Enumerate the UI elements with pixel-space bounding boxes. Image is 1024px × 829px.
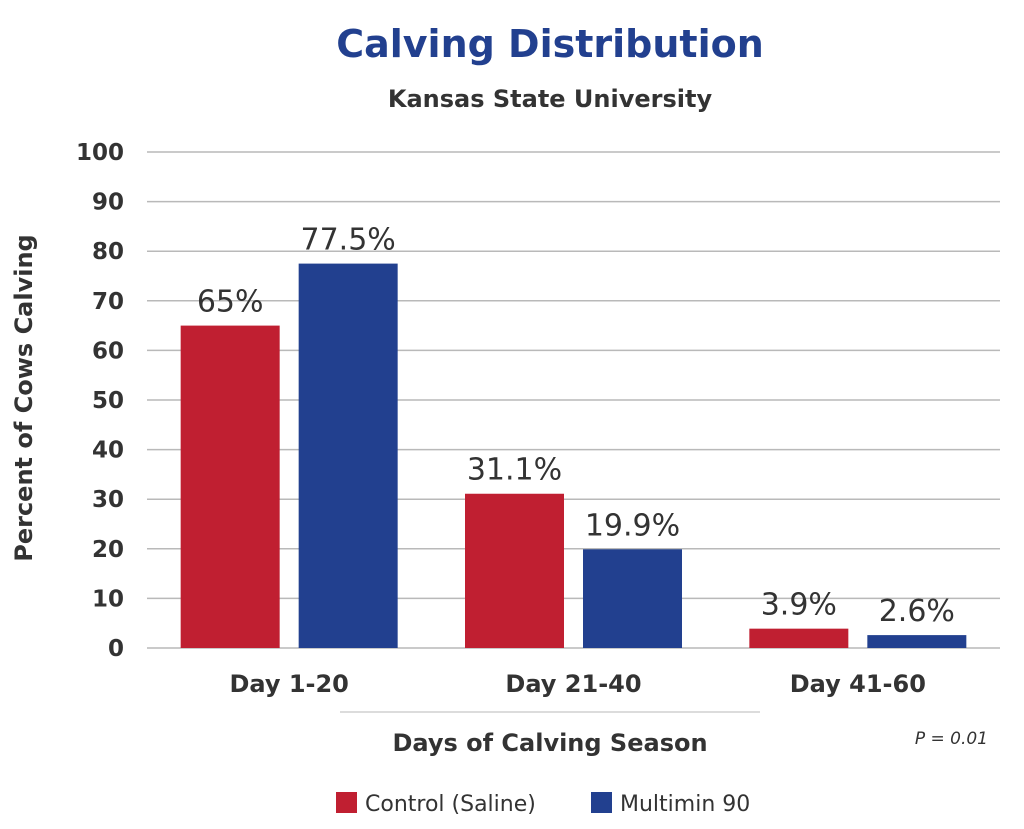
data-label: 2.6%	[879, 594, 955, 629]
y-tick-label: 80	[92, 239, 124, 265]
x-axis-label: Days of Calving Season	[392, 729, 707, 757]
y-tick-label: 50	[92, 388, 124, 414]
bars	[180, 263, 967, 648]
data-label: 31.1%	[467, 453, 562, 488]
y-tick-label: 90	[92, 190, 124, 216]
y-tick-label: 60	[92, 338, 124, 364]
bar-control-2	[465, 493, 564, 648]
x-tick-label: Day 21-40	[505, 670, 641, 698]
legend-swatch-control	[336, 792, 357, 813]
y-tick-label: 40	[92, 438, 124, 464]
legend: Control (Saline) Multimin 90	[336, 792, 750, 817]
data-label: 3.9%	[761, 588, 837, 623]
legend-swatch-multimin	[591, 792, 612, 813]
x-tick-label: Day 41-60	[790, 670, 926, 698]
bar-control-1	[180, 325, 280, 648]
y-tick-label: 20	[92, 537, 124, 563]
gridlines	[147, 151, 1000, 649]
y-tick-label: 30	[92, 487, 124, 513]
data-label: 65%	[197, 285, 264, 320]
legend-label-multimin: Multimin 90	[620, 792, 750, 817]
x-tick-label: Day 1-20	[229, 670, 348, 698]
data-label: 19.9%	[585, 508, 680, 543]
chart-subtitle: Kansas State University	[388, 85, 713, 113]
y-tick-label: 100	[76, 140, 124, 166]
bar-multimin-1	[298, 263, 398, 648]
y-axis-label: Percent of Cows Calving	[10, 234, 38, 562]
y-tick-label: 0	[108, 636, 124, 662]
data-labels: 65% 77.5% 31.1% 19.9% 3.9% 2.6%	[197, 223, 955, 630]
bar-control-3	[749, 628, 849, 648]
bar-multimin-2	[583, 549, 682, 648]
p-value-note: P = 0.01	[915, 729, 988, 749]
data-label: 77.5%	[301, 223, 396, 258]
bar-multimin-3	[867, 635, 967, 648]
legend-label-control: Control (Saline)	[365, 792, 536, 817]
x-axis-ticks: Day 1-20 Day 21-40 Day 41-60	[229, 670, 925, 698]
y-tick-label: 70	[92, 289, 124, 315]
chart-title: Calving Distribution	[336, 22, 764, 66]
y-tick-label: 10	[92, 586, 124, 612]
y-axis-ticks: 0 10 20 30 40 50 60 70 80 90 100	[76, 140, 124, 662]
